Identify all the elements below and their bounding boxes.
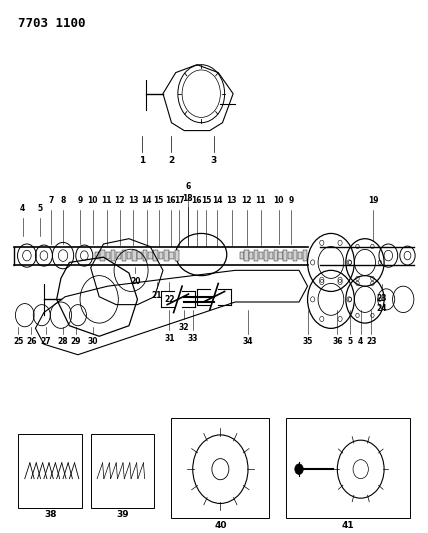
Bar xyxy=(148,252,153,259)
Bar xyxy=(18,434,82,507)
Text: 13: 13 xyxy=(226,197,237,206)
Bar xyxy=(132,251,137,261)
Bar xyxy=(254,251,258,261)
Bar xyxy=(240,252,244,259)
Bar xyxy=(116,252,121,259)
Text: 28: 28 xyxy=(58,337,68,346)
Text: 23: 23 xyxy=(366,337,377,346)
Bar xyxy=(137,252,142,259)
Bar xyxy=(164,251,169,261)
Bar xyxy=(283,251,287,261)
Text: 7: 7 xyxy=(48,197,54,206)
Text: 39: 39 xyxy=(116,510,129,519)
Text: 19: 19 xyxy=(368,197,379,206)
Text: 10: 10 xyxy=(273,197,284,206)
Text: 38: 38 xyxy=(44,510,56,519)
Text: 13: 13 xyxy=(128,197,138,206)
Text: 12: 12 xyxy=(241,197,252,206)
Text: 4: 4 xyxy=(358,337,363,346)
Bar xyxy=(127,252,131,259)
Text: 2: 2 xyxy=(168,156,175,165)
Text: 33: 33 xyxy=(187,334,198,343)
Bar xyxy=(298,252,302,259)
Text: 29: 29 xyxy=(71,337,81,346)
Text: 7703 1100: 7703 1100 xyxy=(18,17,86,30)
Text: 17: 17 xyxy=(174,197,184,206)
Text: 9: 9 xyxy=(289,197,294,206)
Bar xyxy=(288,252,292,259)
Bar xyxy=(244,251,249,261)
Bar xyxy=(175,251,179,261)
Bar xyxy=(95,252,99,259)
Text: 11: 11 xyxy=(101,197,112,206)
Text: 12: 12 xyxy=(114,197,125,206)
Text: 18: 18 xyxy=(182,194,193,203)
Text: 36: 36 xyxy=(332,337,342,346)
Bar xyxy=(172,418,269,518)
Circle shape xyxy=(295,464,303,474)
Bar xyxy=(293,251,297,261)
Bar xyxy=(169,252,174,259)
Text: 34: 34 xyxy=(243,337,253,346)
Text: 23: 23 xyxy=(377,294,387,303)
Text: 35: 35 xyxy=(302,337,313,346)
Text: 14: 14 xyxy=(142,197,152,206)
Bar xyxy=(153,251,158,261)
Bar xyxy=(143,251,147,261)
Text: 26: 26 xyxy=(26,337,36,346)
Text: 21: 21 xyxy=(152,292,162,301)
Text: 22: 22 xyxy=(164,295,175,304)
Bar xyxy=(278,252,282,259)
Bar xyxy=(249,252,253,259)
Bar xyxy=(286,418,410,518)
Bar xyxy=(303,251,307,261)
Bar xyxy=(159,252,163,259)
Text: 20: 20 xyxy=(130,277,140,286)
Bar xyxy=(259,252,263,259)
Text: 10: 10 xyxy=(88,197,98,206)
Bar xyxy=(91,434,155,507)
Text: 15: 15 xyxy=(201,197,211,206)
Text: 32: 32 xyxy=(179,323,190,332)
Text: 14: 14 xyxy=(212,197,222,206)
Text: 11: 11 xyxy=(256,197,266,206)
Text: 15: 15 xyxy=(154,197,164,206)
Bar xyxy=(273,251,278,261)
Bar xyxy=(111,251,116,261)
Text: 1: 1 xyxy=(139,156,145,165)
Bar xyxy=(264,251,268,261)
Bar xyxy=(269,252,273,259)
Bar xyxy=(100,251,105,261)
Text: 30: 30 xyxy=(88,337,98,346)
Text: 5: 5 xyxy=(348,337,353,346)
Text: 31: 31 xyxy=(164,334,175,343)
Text: 9: 9 xyxy=(77,197,83,206)
Text: 5: 5 xyxy=(37,204,42,213)
Text: 16: 16 xyxy=(191,197,202,206)
Bar xyxy=(106,252,110,259)
Text: 16: 16 xyxy=(165,197,176,206)
Bar xyxy=(122,251,126,261)
Text: 8: 8 xyxy=(60,197,66,206)
Text: 41: 41 xyxy=(342,521,354,530)
Text: 4: 4 xyxy=(20,204,25,213)
Text: 27: 27 xyxy=(41,337,51,346)
Text: 40: 40 xyxy=(214,521,227,530)
Text: 24: 24 xyxy=(377,304,387,313)
Text: 25: 25 xyxy=(13,337,24,346)
Text: 6: 6 xyxy=(186,182,191,191)
Text: 3: 3 xyxy=(211,156,217,165)
